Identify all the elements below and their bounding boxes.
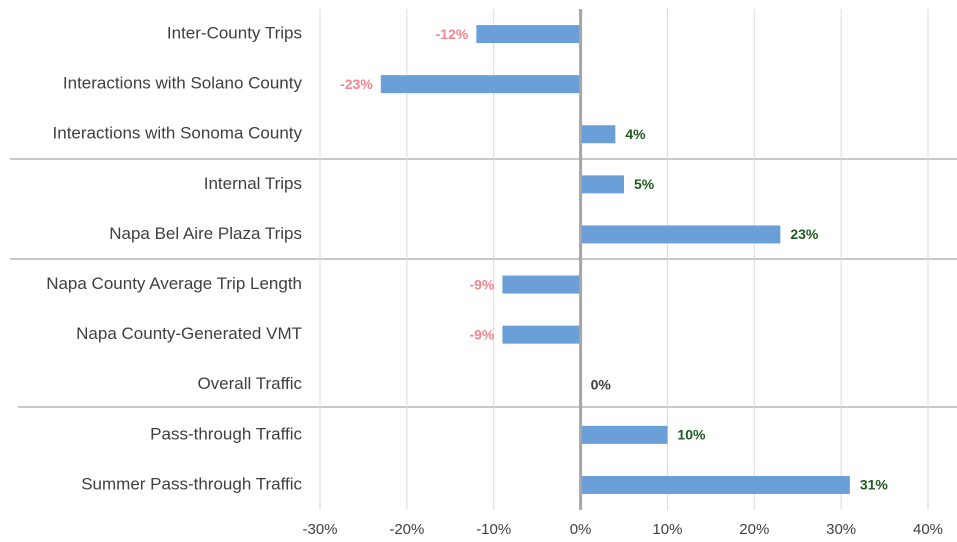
- data-label: -9%: [469, 276, 494, 292]
- x-tick-label: -30%: [302, 521, 337, 538]
- y-tick-label: Interactions with Sonoma County: [53, 124, 303, 143]
- bar: [380, 75, 581, 94]
- y-tick-label: Inter-County Trips: [167, 24, 302, 43]
- data-label: -12%: [436, 26, 469, 42]
- x-tick-label: 0%: [570, 521, 592, 538]
- data-label: -9%: [469, 326, 494, 342]
- data-label: 31%: [860, 477, 889, 493]
- x-tick-label: -20%: [389, 521, 424, 538]
- x-tick-label: 10%: [652, 521, 682, 538]
- data-label: -23%: [340, 76, 373, 92]
- y-tick-label: Napa County-Generated VMT: [76, 324, 302, 343]
- x-tick-label: 40%: [913, 521, 943, 538]
- y-tick-label: Pass-through Traffic: [150, 424, 302, 443]
- bar: [502, 325, 581, 344]
- y-tick-label: Interactions with Solano County: [63, 74, 303, 93]
- bar: [476, 25, 581, 44]
- bar: [580, 425, 668, 444]
- data-label: 23%: [790, 226, 819, 242]
- x-tick-label: 30%: [826, 521, 856, 538]
- bar: [580, 175, 624, 194]
- bar: [580, 125, 616, 144]
- y-tick-label: Napa Bel Aire Plaza Trips: [109, 224, 302, 243]
- bar: [580, 475, 850, 494]
- y-tick-label: Overall Traffic: [197, 374, 302, 393]
- y-tick-label: Internal Trips: [204, 174, 302, 193]
- y-tick-label: Summer Pass-through Traffic: [81, 474, 302, 493]
- bar: [580, 225, 781, 244]
- data-label: 0%: [591, 376, 612, 392]
- bar: [502, 275, 581, 294]
- y-tick-label: Napa County Average Trip Length: [46, 274, 302, 293]
- x-tick-label: -10%: [476, 521, 511, 538]
- data-label: 4%: [625, 126, 646, 142]
- data-label: 10%: [677, 427, 706, 443]
- data-label: 5%: [634, 176, 655, 192]
- x-tick-label: 20%: [739, 521, 769, 538]
